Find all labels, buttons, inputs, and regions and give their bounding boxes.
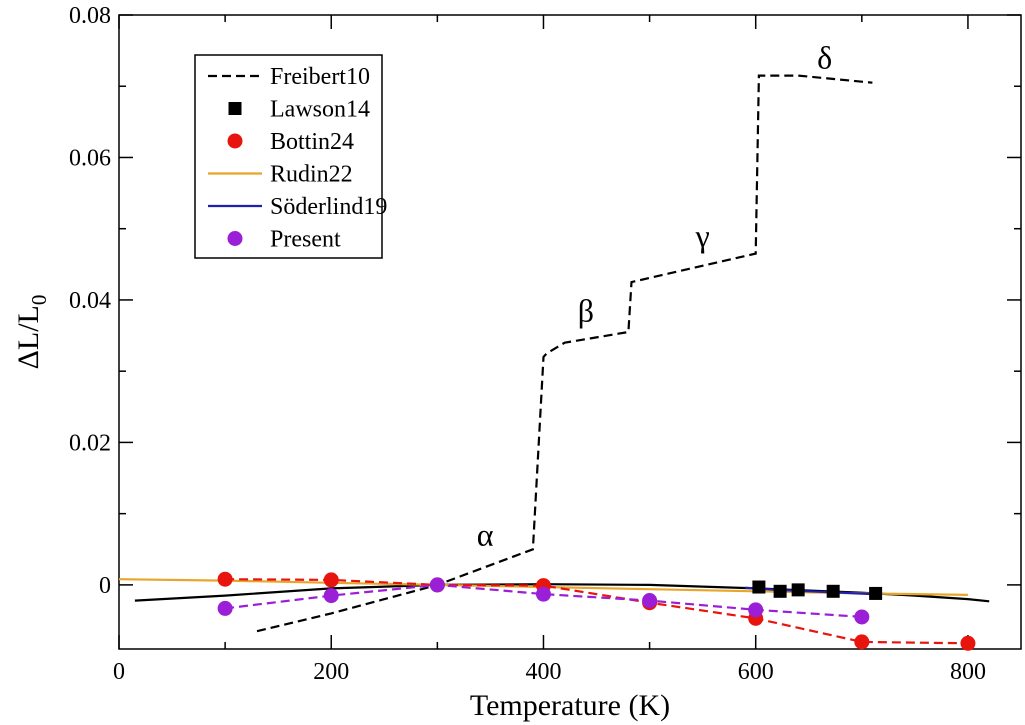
legend-label-lawson14: Lawson14 <box>270 97 370 123</box>
point-lawson14 <box>773 584 787 598</box>
legend-swatch-lawson14 <box>228 102 242 115</box>
series-layer <box>118 74 990 651</box>
y-axis-label-main: ΔL/L <box>12 305 45 369</box>
x-tick-label-1: 200 <box>313 659 349 685</box>
point-bottin24 <box>217 571 233 587</box>
legend-label-present: Present <box>270 227 341 253</box>
phase-label-1: β <box>578 292 594 328</box>
y-tick-label-2: 0.04 <box>69 288 111 314</box>
y-tick-label-3: 0.06 <box>69 145 111 171</box>
point-present <box>323 588 339 604</box>
legend-swatch-present <box>227 231 243 246</box>
phase-label-0: α <box>477 517 494 553</box>
point-lawson14 <box>869 586 883 600</box>
point-present <box>854 609 870 625</box>
phase-label-2: γ <box>695 218 710 254</box>
point-lawson14 <box>791 583 805 597</box>
series-line-unlabeled-curve <box>134 583 990 603</box>
legend-swatch-bottin24 <box>227 133 243 149</box>
legend: Freibert10 Lawson14 Bottin24 Rudin22 Söderli… <box>194 54 387 259</box>
legend-frame <box>194 54 383 259</box>
legend-items: Freibert10 Lawson14 Bottin24 Rudin22 Söderli… <box>208 64 387 253</box>
plot-frame <box>118 14 1022 650</box>
legend-label-rudin22: Rudin22 <box>270 162 353 188</box>
y-tick-labels: 0 0.02 0.04 0.06 0.08 <box>69 3 111 599</box>
x-tick-label-4: 800 <box>950 659 986 685</box>
y-tick-label-0: 0 <box>99 573 111 599</box>
x-tick-label-3: 600 <box>738 659 774 685</box>
y-tick-label-1: 0.02 <box>69 430 111 456</box>
point-present <box>217 600 233 616</box>
point-bottin24 <box>854 634 870 650</box>
x-axis-label: Temperature (K) <box>470 689 670 722</box>
series-line-bottin24 <box>225 578 968 645</box>
y-tick-label-4: 0.08 <box>69 3 111 29</box>
point-lawson14 <box>826 584 840 598</box>
point-bottin24 <box>323 572 339 588</box>
point-present <box>429 577 445 593</box>
point-present <box>748 602 764 618</box>
y-axis-label-subscript: 0 <box>27 295 51 306</box>
point-lawson14 <box>752 580 766 594</box>
annotations: α β γ δ <box>477 39 832 552</box>
x-tick-labels: 0 200 400 600 800 <box>113 659 986 685</box>
legend-label-freibert10: Freibert10 <box>270 64 370 90</box>
point-present <box>642 593 658 609</box>
legend-label-s-derlind19: Söderlind19 <box>270 194 387 220</box>
x-tick-label-0: 0 <box>113 659 125 685</box>
point-bottin24 <box>960 635 976 651</box>
point-present <box>535 586 551 602</box>
phase-label-3: δ <box>817 39 832 75</box>
y-axis-label: ΔL/L0 <box>12 295 51 370</box>
legend-label-bottin24: Bottin24 <box>270 129 354 155</box>
x-tick-label-2: 400 <box>525 659 561 685</box>
series-line-s-derlind19 <box>745 586 873 596</box>
